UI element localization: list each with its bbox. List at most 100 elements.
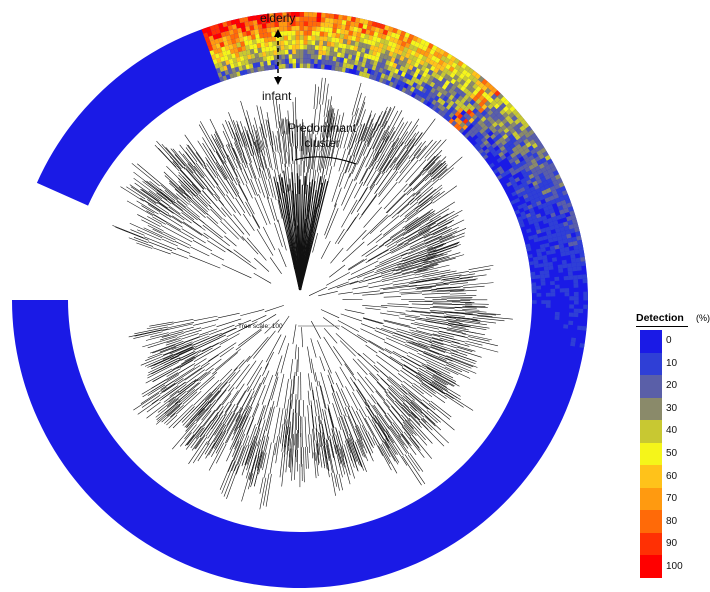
tree-branch [378, 238, 392, 248]
heatmap-cell [349, 44, 355, 51]
heatmap-cell [252, 62, 258, 68]
heatmap-cell [376, 61, 382, 68]
tree-branch [286, 399, 290, 420]
tree-branch [206, 159, 218, 177]
heatmap-cell [442, 101, 449, 108]
tree-branch [448, 322, 471, 327]
tree-branch [379, 284, 410, 290]
tree-branch [190, 246, 210, 257]
tree-branch [380, 305, 412, 308]
tree-branch [410, 148, 422, 162]
tree-branch [398, 435, 409, 449]
tree-branch [343, 115, 354, 149]
tree-branch [347, 434, 358, 462]
heatmap-cell [563, 225, 570, 231]
tree-branch [183, 180, 199, 196]
heatmap-cell [539, 185, 546, 192]
tree-branch [430, 190, 445, 202]
tree-branch [288, 121, 291, 147]
tree-branch [248, 446, 259, 480]
tree-branch [136, 200, 159, 215]
heatmap-cell [386, 55, 393, 62]
tree-branch [235, 177, 249, 201]
tree-branch [380, 444, 398, 474]
heatmap-cell [208, 35, 215, 42]
heatmap-cell [487, 84, 495, 91]
heatmap-cell [400, 40, 407, 47]
tree-branch [184, 134, 206, 164]
tree-branch [399, 201, 419, 217]
heatmap-cell [340, 29, 346, 35]
heatmap-cell [445, 63, 452, 70]
heatmap-cell [411, 66, 418, 73]
tree-branch [253, 330, 276, 359]
heatmap-cell [452, 68, 459, 75]
tree-branch [419, 384, 446, 404]
heatmap-cell [521, 128, 529, 135]
heatmap-cell [271, 31, 276, 37]
heatmap-cell [299, 26, 304, 31]
tree-branch [326, 440, 334, 473]
tree-branch [379, 370, 408, 395]
tree-branch [403, 431, 425, 458]
heatmap-cell [548, 208, 555, 214]
heatmap-cell [345, 63, 351, 69]
heatmap-cell [433, 51, 440, 58]
tree-branch [383, 106, 396, 129]
heatmap-cell [521, 144, 528, 151]
heatmap-cell [478, 101, 485, 108]
tree-branch [166, 391, 187, 407]
tree-branch [439, 167, 454, 181]
heatmap-cell [520, 211, 526, 217]
tree-branch [275, 96, 280, 129]
heatmap-cell [291, 30, 296, 36]
heatmap-cell [392, 62, 398, 69]
tree-branch [199, 420, 212, 437]
heatmap-cell [529, 139, 536, 146]
heatmap-cell [568, 312, 574, 317]
heatmap-cell [472, 89, 479, 96]
heatmap-cell [311, 26, 317, 32]
heatmap-cell [481, 78, 488, 86]
tree-branch [431, 289, 464, 293]
heatmap-cell [519, 186, 526, 193]
tree-branch [409, 174, 422, 187]
heatmap-cell [341, 48, 346, 54]
tree-branch [410, 235, 443, 251]
heatmap-cell [437, 109, 444, 116]
tree-branch [206, 188, 218, 202]
tree-branch [241, 132, 248, 148]
heatmap-cell [557, 264, 563, 269]
tree-branch [386, 310, 406, 314]
heatmap-cell [288, 54, 293, 59]
heatmap-cell [558, 222, 564, 228]
tree-branch [337, 320, 360, 332]
tree-branch [421, 364, 437, 373]
tree-branch [327, 96, 333, 124]
heatmap-cell [243, 35, 248, 42]
tree-branch [401, 433, 412, 447]
tree-branch [220, 220, 239, 240]
tree-branch [214, 147, 223, 162]
heatmap-cell [362, 23, 368, 30]
tree-branch [400, 245, 427, 257]
heatmap-cell [339, 33, 345, 39]
heatmap-cell [393, 78, 399, 85]
heatmap-cell [307, 30, 312, 36]
tree-branch [205, 157, 215, 172]
tree-branch [264, 351, 274, 369]
heatmap-cell [271, 36, 277, 42]
tree-branch [296, 145, 298, 176]
heatmap-cell [296, 58, 300, 64]
heatmap-cell [531, 189, 538, 196]
heatmap-cell [238, 51, 244, 57]
tree-branch [422, 257, 456, 268]
tree-branch [275, 135, 279, 153]
tree-branch [424, 156, 439, 172]
tree-branch [443, 315, 473, 320]
tree-branch [385, 337, 419, 353]
heatmap-cell [488, 124, 495, 131]
heatmap-cell [397, 79, 403, 86]
tree-branch [375, 327, 394, 335]
heatmap-cell [534, 146, 541, 153]
